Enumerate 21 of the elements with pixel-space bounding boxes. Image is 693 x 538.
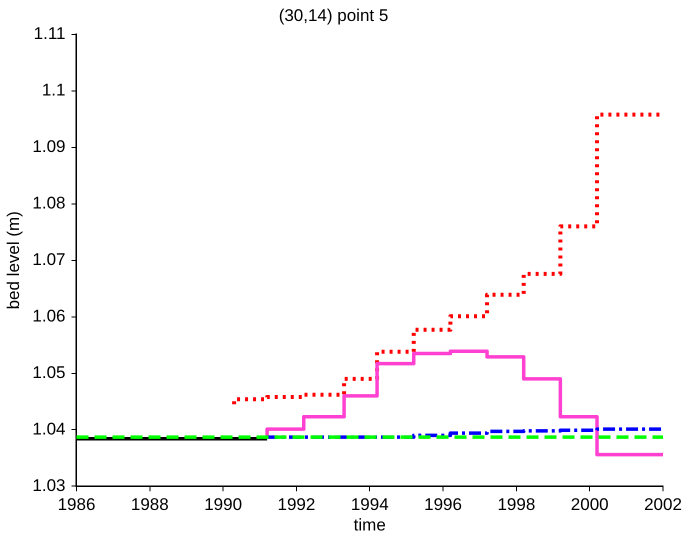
y-tick-label: 1.1 <box>42 80 66 100</box>
x-tick-label: 1998 <box>497 495 536 514</box>
x-tick-label: 2002 <box>644 495 682 514</box>
y-tick-label: 1.06 <box>32 306 66 326</box>
y-axis-title: bed level (m) <box>4 211 23 310</box>
y-tick-label: 1.05 <box>32 362 66 382</box>
x-tick-label: 1994 <box>350 495 389 514</box>
x-tick-label: 1996 <box>424 495 462 514</box>
x-tick-label: 1986 <box>58 495 96 514</box>
x-tick-label: 1990 <box>204 495 242 514</box>
x-tick-label: 1992 <box>278 495 316 514</box>
y-tick-label: 1.09 <box>32 137 66 156</box>
x-tick-label: 1988 <box>130 495 169 514</box>
x-axis-title: time <box>354 515 386 534</box>
chart-title: (30,14) point 5 <box>278 6 388 25</box>
y-tick-label: 1.03 <box>32 476 66 495</box>
y-tick-label: 1.04 <box>32 419 66 438</box>
x-tick-label: 2000 <box>570 495 609 514</box>
y-tick-label: 1.08 <box>32 194 66 213</box>
y-tick-label: 1.07 <box>32 250 66 269</box>
y-tick-label: 1.11 <box>34 24 66 44</box>
